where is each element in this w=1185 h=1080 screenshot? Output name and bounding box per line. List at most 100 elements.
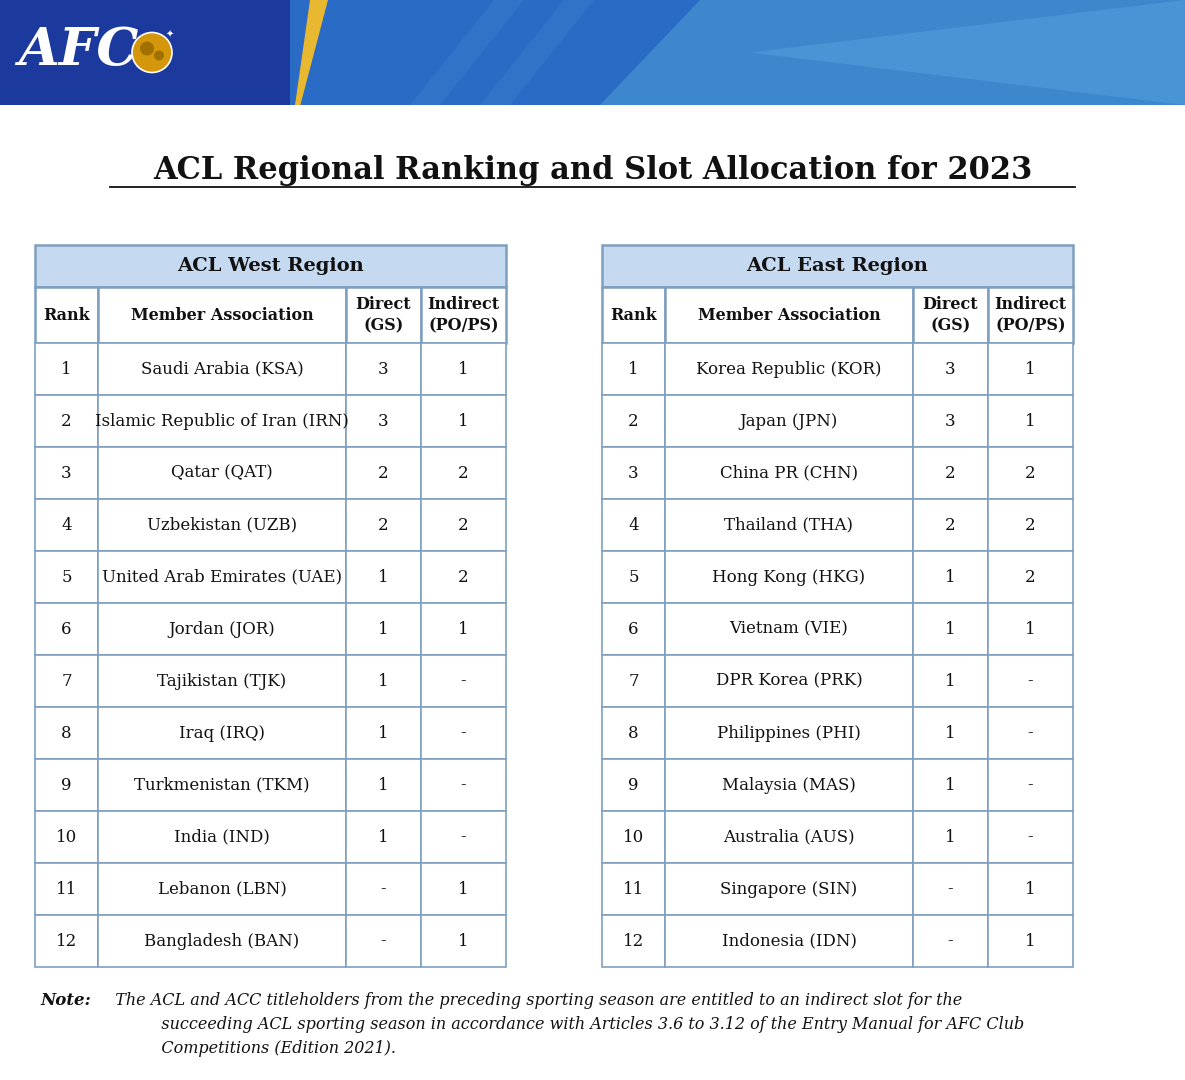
Bar [912, 811, 988, 863]
Polygon shape [600, 0, 1185, 105]
Bar [988, 395, 1072, 447]
Bar [421, 915, 506, 967]
Bar [421, 603, 506, 654]
Text: 1: 1 [459, 413, 469, 430]
Text: 2: 2 [378, 516, 389, 534]
Bar [602, 759, 665, 811]
Text: Direct
(GS): Direct (GS) [356, 296, 411, 334]
Text: 1: 1 [459, 621, 469, 637]
Bar [421, 707, 506, 759]
Bar [988, 759, 1072, 811]
Bar [912, 551, 988, 603]
Bar [602, 245, 1072, 287]
Text: -: - [461, 725, 467, 742]
Bar [988, 447, 1072, 499]
Text: -: - [380, 932, 386, 949]
Bar [602, 343, 665, 395]
Text: 2: 2 [459, 516, 469, 534]
Text: Indonesia (IDN): Indonesia (IDN) [722, 932, 857, 949]
Text: 1: 1 [378, 673, 389, 689]
Bar [665, 811, 912, 863]
Text: 1: 1 [1025, 413, 1036, 430]
Bar [0, 0, 1185, 105]
Bar [665, 499, 912, 551]
Text: 9: 9 [62, 777, 72, 794]
Bar [36, 654, 98, 707]
Bar [36, 499, 98, 551]
Bar [421, 287, 506, 343]
Bar [98, 551, 346, 603]
Text: 3: 3 [946, 361, 956, 378]
Text: Malaysia (MAS): Malaysia (MAS) [722, 777, 856, 794]
Bar [98, 603, 346, 654]
Text: China PR (CHN): China PR (CHN) [720, 464, 858, 482]
Bar [602, 863, 665, 915]
Text: Indirect
(PO/PS): Indirect (PO/PS) [994, 296, 1066, 334]
Text: 1: 1 [378, 725, 389, 742]
Text: -: - [1027, 725, 1033, 742]
Bar [912, 707, 988, 759]
Text: 1: 1 [946, 777, 956, 794]
Polygon shape [410, 0, 524, 105]
Bar [912, 654, 988, 707]
Text: -: - [1027, 777, 1033, 794]
Text: -: - [461, 673, 467, 689]
Bar [912, 863, 988, 915]
Text: 3: 3 [628, 464, 639, 482]
Text: Korea Republic (KOR): Korea Republic (KOR) [697, 361, 882, 378]
Bar [346, 915, 421, 967]
Text: 1: 1 [1025, 361, 1036, 378]
Bar [0, 0, 290, 105]
Polygon shape [295, 0, 328, 105]
Bar [98, 447, 346, 499]
Bar [602, 811, 665, 863]
Text: 1: 1 [946, 621, 956, 637]
Text: Philippines (PHI): Philippines (PHI) [717, 725, 861, 742]
Bar [665, 395, 912, 447]
Bar [912, 915, 988, 967]
Bar [912, 759, 988, 811]
Bar [912, 343, 988, 395]
Bar [98, 863, 346, 915]
Bar [421, 654, 506, 707]
Text: Hong Kong (HKG): Hong Kong (HKG) [712, 568, 865, 585]
Bar [36, 915, 98, 967]
Bar [346, 759, 421, 811]
Bar [98, 343, 346, 395]
Bar [36, 863, 98, 915]
Text: Rank: Rank [610, 307, 656, 324]
Text: 1: 1 [378, 568, 389, 585]
Text: Tajikistan (TJK): Tajikistan (TJK) [158, 673, 287, 689]
Text: 2: 2 [1025, 516, 1036, 534]
Text: ACL East Region: ACL East Region [747, 257, 928, 275]
Bar [36, 603, 98, 654]
Bar [98, 395, 346, 447]
Text: 1: 1 [946, 673, 956, 689]
Bar [346, 395, 421, 447]
Text: 5: 5 [62, 568, 72, 585]
Text: 1: 1 [378, 828, 389, 846]
Text: ACL West Region: ACL West Region [177, 257, 364, 275]
Text: Turkmenistan (TKM): Turkmenistan (TKM) [134, 777, 309, 794]
Bar [912, 287, 988, 343]
Text: 9: 9 [628, 777, 639, 794]
Text: 7: 7 [628, 673, 639, 689]
Bar [988, 499, 1072, 551]
Bar [421, 499, 506, 551]
Bar [346, 551, 421, 603]
Bar [665, 447, 912, 499]
Bar [98, 915, 346, 967]
Bar [98, 707, 346, 759]
Bar [665, 707, 912, 759]
Text: 3: 3 [62, 464, 72, 482]
Bar [665, 551, 912, 603]
Text: 8: 8 [628, 725, 639, 742]
Text: Iraq (IRQ): Iraq (IRQ) [179, 725, 265, 742]
Text: 6: 6 [628, 621, 639, 637]
Text: Japan (JPN): Japan (JPN) [739, 413, 838, 430]
Bar [602, 395, 665, 447]
Text: Indirect
(PO/PS): Indirect (PO/PS) [428, 296, 500, 334]
Bar [602, 654, 665, 707]
Text: -: - [948, 880, 953, 897]
Bar [36, 447, 98, 499]
